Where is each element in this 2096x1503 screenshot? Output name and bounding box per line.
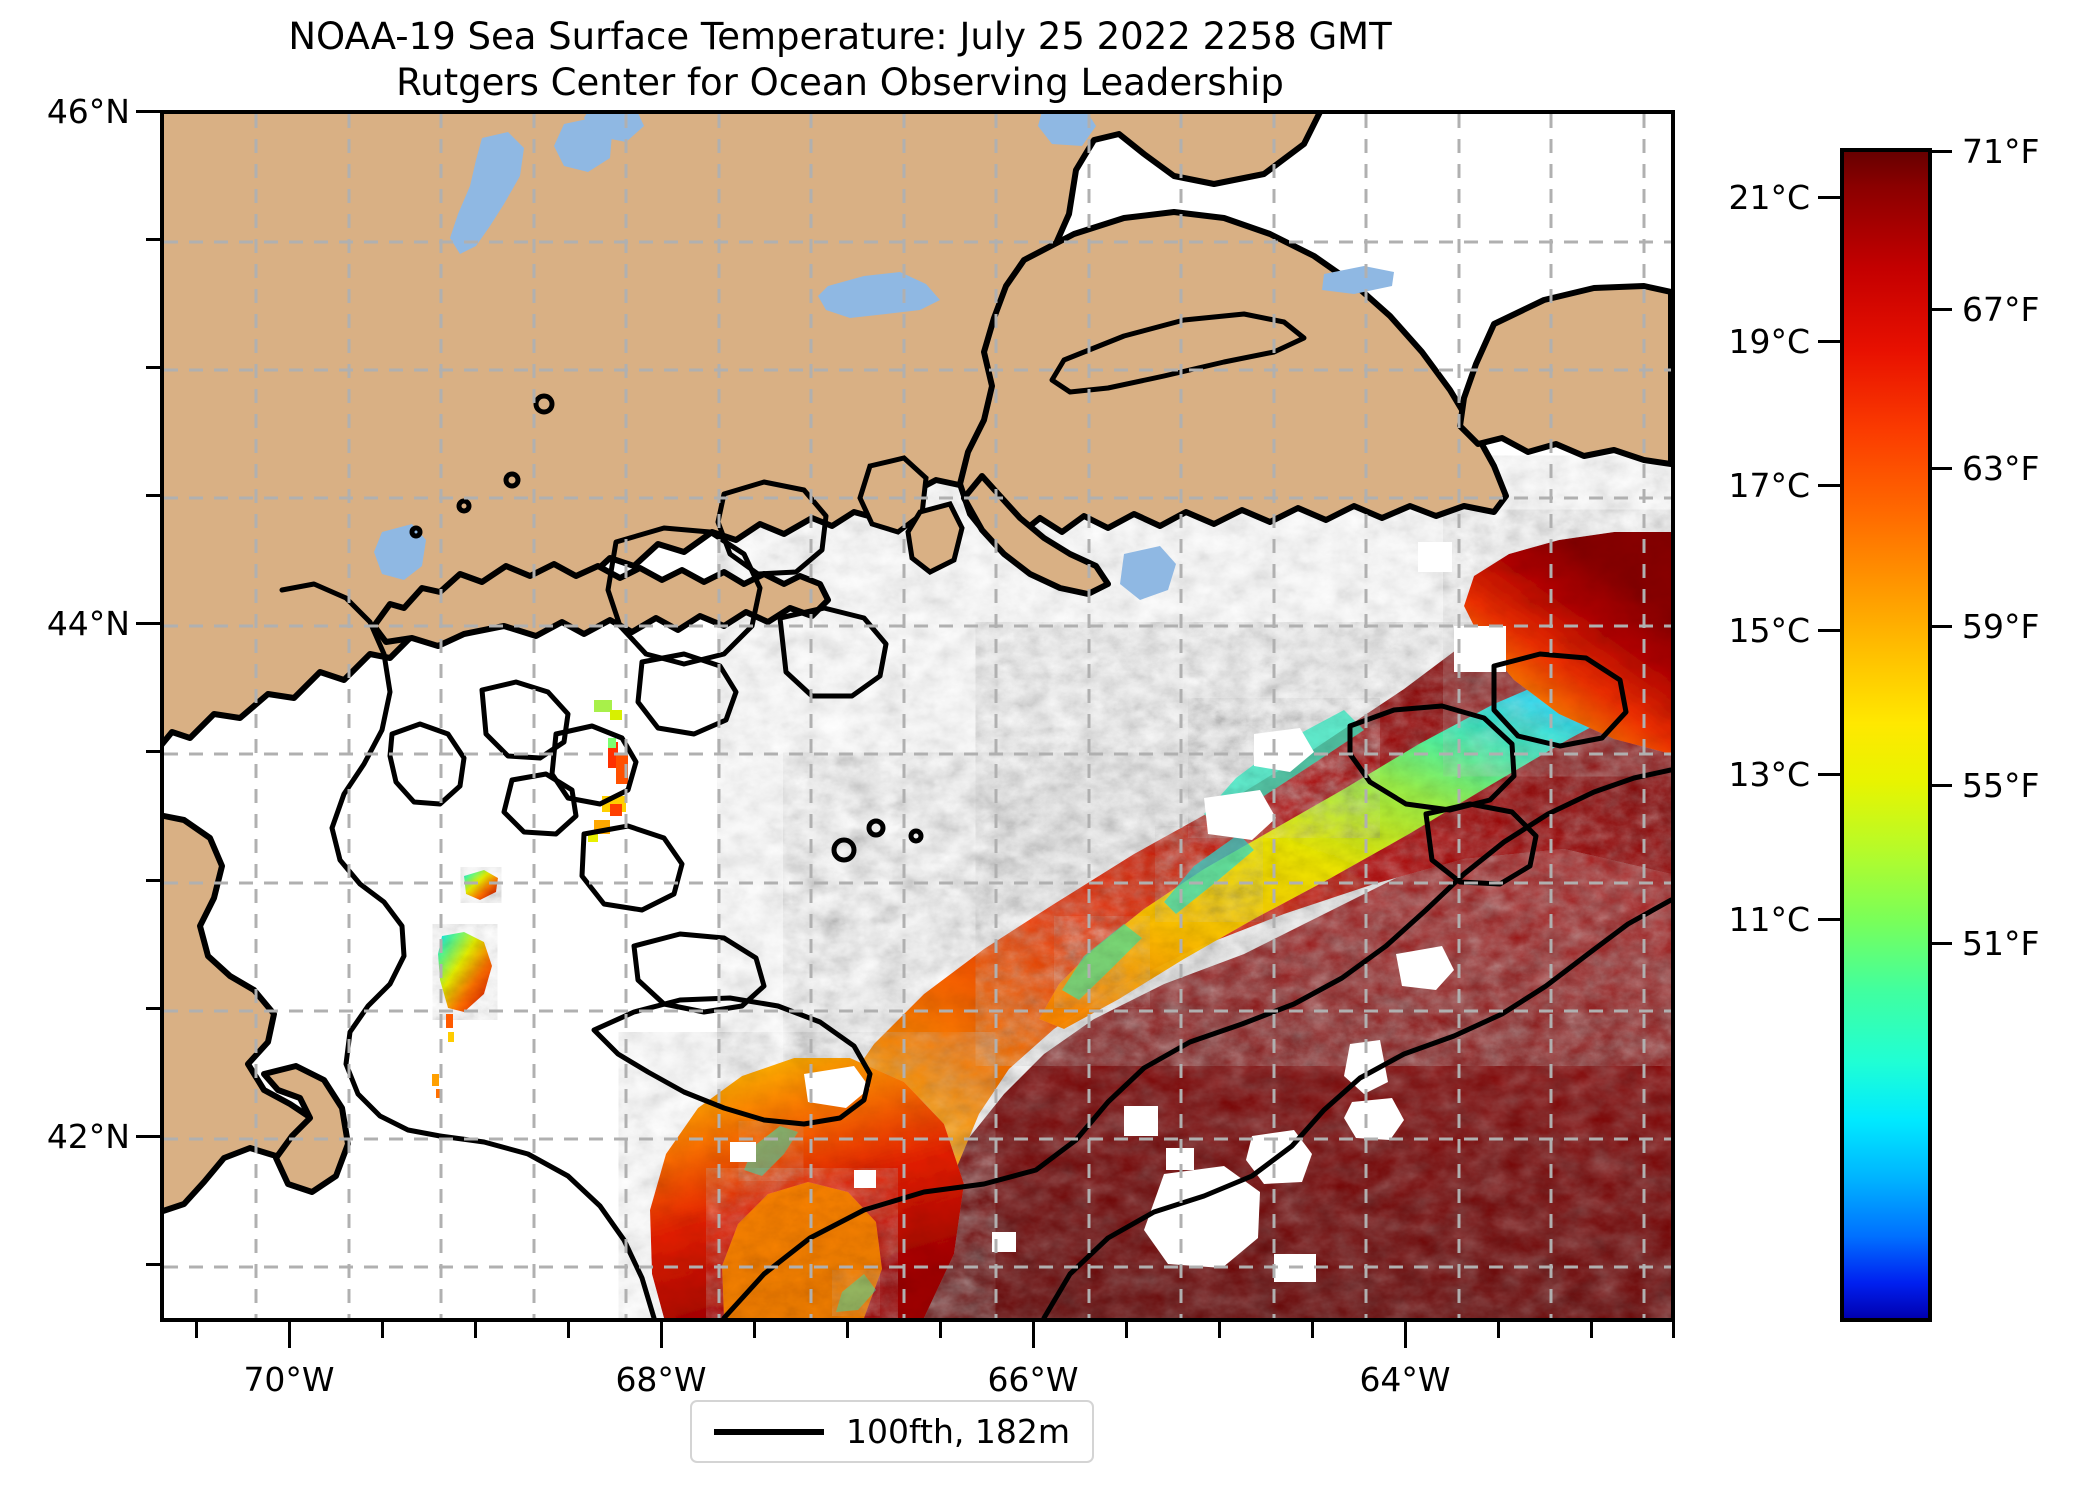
cbtick-right-71f: [1930, 150, 1952, 153]
xtick-minor-1: [195, 1322, 198, 1338]
ytick-label-44n: 44°N: [46, 604, 130, 643]
cbtick-left-17c: [1818, 484, 1840, 487]
landmass-layer: [164, 114, 1671, 1214]
xtick-minor-8: [1125, 1322, 1128, 1338]
ytick-label-42n: 42°N: [46, 1117, 130, 1156]
colorbar-label-71f: 71°F: [1962, 132, 2040, 171]
legend-line-swatch: [714, 1428, 824, 1435]
ytick-minor-415: [146, 1263, 162, 1266]
xtick-label-70w: 70°W: [243, 1360, 335, 1399]
colorbar-label-51f: 51°F: [1962, 924, 2040, 963]
colorbar-gradient: [1844, 152, 1928, 1318]
cbtick-left-11c: [1818, 918, 1840, 921]
xtick-major-68w: [660, 1322, 663, 1348]
ytick-minor-45: [146, 366, 162, 369]
map-plot-area[interactable]: [160, 110, 1675, 1322]
xtick-major-70w: [288, 1322, 291, 1348]
lake-layer: [374, 114, 1394, 600]
ytick-major-46: [136, 110, 162, 113]
sst-colorbar[interactable]: [1840, 148, 1932, 1322]
sst-map-svg: [164, 114, 1671, 1318]
xtick-minor-12: [1590, 1322, 1593, 1338]
title-line-2: Rutgers Center for Ocean Observing Leade…: [396, 61, 1284, 104]
cbtick-right-63f: [1930, 467, 1952, 470]
ytick-minor-43: [146, 879, 162, 882]
xtick-minor-7: [939, 1322, 942, 1338]
ytick-label-46n: 46°N: [46, 92, 130, 131]
cbtick-right-67f: [1930, 308, 1952, 311]
xtick-minor-13: [1672, 1322, 1675, 1338]
colorbar-label-59f: 59°F: [1962, 607, 2040, 646]
cbtick-right-55f: [1930, 784, 1952, 787]
ytick-minor-435: [146, 750, 162, 753]
legend-label-100fth: 100fth, 182m: [846, 1412, 1070, 1451]
colorbar-label-55f: 55°F: [1962, 766, 2040, 805]
cbtick-left-13c: [1818, 773, 1840, 776]
cbtick-left-15c: [1818, 629, 1840, 632]
xtick-major-64w: [1404, 1322, 1407, 1348]
xtick-minor-6: [846, 1322, 849, 1338]
xtick-minor-4: [567, 1322, 570, 1338]
colorbar-label-11c: 11°C: [1728, 900, 1810, 939]
chart-title: NOAA-19 Sea Surface Temperature: July 25…: [0, 14, 1680, 106]
ytick-major-44: [136, 622, 162, 625]
isobath-legend[interactable]: 100fth, 182m: [690, 1400, 1094, 1463]
isobath-100fth-contour: [279, 393, 1671, 1318]
title-line-1: NOAA-19 Sea Surface Temperature: July 25…: [288, 15, 1392, 58]
ytick-minor-455: [146, 238, 162, 241]
colorbar-label-19c: 19°C: [1728, 322, 1810, 361]
colorbar-label-13c: 13°C: [1728, 755, 1810, 794]
ytick-minor-445: [146, 494, 162, 497]
cbtick-left-21c: [1818, 196, 1840, 199]
colorbar-label-67f: 67°F: [1962, 290, 2040, 329]
xtick-minor-10: [1311, 1322, 1314, 1338]
graticule-grid: [164, 114, 1671, 1318]
ytick-minor-425: [146, 1007, 162, 1010]
cbtick-left-19c: [1818, 340, 1840, 343]
cbtick-right-51f: [1930, 942, 1952, 945]
colorbar-label-15c: 15°C: [1728, 611, 1810, 650]
xtick-label-68w: 68°W: [615, 1360, 707, 1399]
colorbar-label-21c: 21°C: [1728, 178, 1810, 217]
xtick-minor-11: [1497, 1322, 1500, 1338]
xtick-minor-9: [1218, 1322, 1221, 1338]
colorbar-label-63f: 63°F: [1962, 449, 2040, 488]
xtick-minor-2: [381, 1322, 384, 1338]
xtick-label-66w: 66°W: [987, 1360, 1079, 1399]
xtick-label-64w: 64°W: [1359, 1360, 1451, 1399]
colorbar-label-17c: 17°C: [1728, 466, 1810, 505]
xtick-minor-3: [474, 1322, 477, 1338]
xtick-minor-5: [753, 1322, 756, 1338]
ytick-major-42: [136, 1135, 162, 1138]
xtick-major-66w: [1032, 1322, 1035, 1348]
cbtick-right-59f: [1930, 625, 1952, 628]
